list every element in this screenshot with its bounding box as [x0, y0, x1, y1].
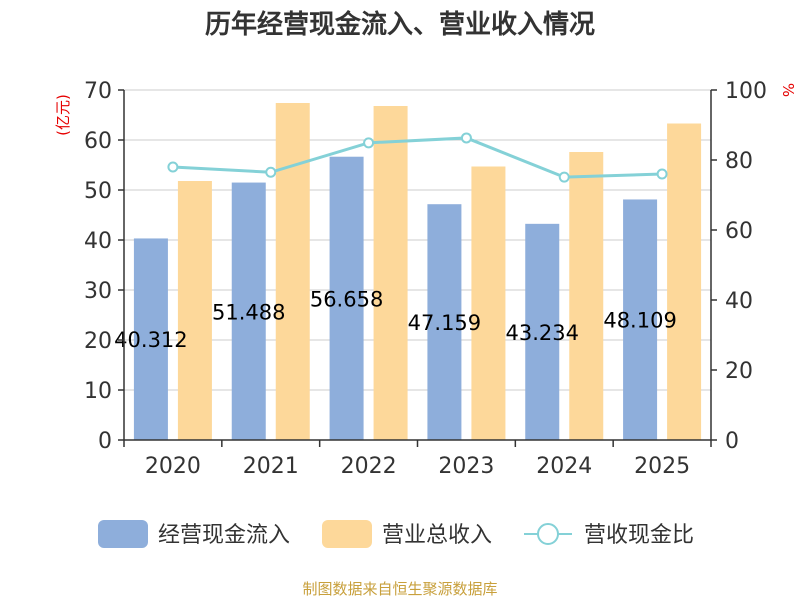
legend-marker — [537, 523, 559, 545]
left-tick-label: 60 — [84, 129, 112, 154]
legend-label: 经营现金流入 — [158, 523, 290, 548]
bars — [133, 103, 702, 440]
ratio-point — [265, 166, 277, 178]
bar — [667, 123, 702, 440]
data-labels: 40.312 51.488 56.658 47.159 43.234 48.109 — [114, 287, 677, 352]
left-tick-label: 20 — [84, 329, 112, 354]
legend-label: 营业总收入 — [382, 523, 492, 548]
left-tick-label: 0 — [98, 429, 112, 454]
ratio-point — [558, 171, 570, 183]
left-tick-label: 10 — [84, 379, 112, 404]
bar — [569, 152, 604, 440]
bar-value-label: 48.109 — [603, 309, 676, 333]
right-tick-label: 60 — [725, 219, 753, 244]
x-tick-label: 2021 — [243, 454, 299, 479]
bar-value-label: 40.312 — [114, 328, 187, 352]
right-tick-label: 40 — [725, 289, 753, 314]
left-tick-label: 70 — [84, 79, 112, 104]
right-tick-label: 100 — [725, 79, 767, 104]
bar — [275, 103, 310, 440]
bar-value-label: 47.159 — [408, 311, 481, 335]
bar — [623, 199, 658, 440]
right-axis-unit: % — [779, 83, 797, 97]
x-tick-label: 2020 — [145, 454, 201, 479]
bar — [373, 106, 408, 440]
left-axis-unit: (亿元) — [54, 94, 72, 136]
ratio-point — [460, 132, 472, 144]
ratio-point — [167, 161, 179, 173]
x-tick-label: 2022 — [341, 454, 397, 479]
ratio-line-path — [172, 136, 663, 179]
chart-title: 历年经营现金流入、营业收入情况 — [205, 9, 595, 40]
left-tick-label: 40 — [84, 229, 112, 254]
legend-swatch — [98, 520, 148, 548]
bar — [427, 204, 462, 440]
bar — [471, 166, 506, 440]
x-tick-label: 2025 — [634, 454, 690, 479]
right-tick-label: 20 — [725, 359, 753, 384]
x-tick-label: 2023 — [438, 454, 494, 479]
bar-value-label: 43.234 — [506, 321, 579, 345]
bar-value-label: 51.488 — [212, 300, 285, 324]
legend-swatch — [322, 520, 372, 548]
ratio-line — [167, 132, 668, 183]
left-tick-label: 50 — [84, 179, 112, 204]
legend-label: 营收现金比 — [584, 523, 694, 548]
right-tick-label: 0 — [725, 429, 739, 454]
gridlines — [124, 89, 711, 391]
ratio-point — [656, 168, 668, 180]
right-tick-label: 80 — [725, 149, 753, 174]
axes: 0 10 20 30 40 50 60 70 0 20 40 60 80 100 2020 2021 2022 2… — [84, 79, 767, 479]
bar — [177, 181, 212, 440]
bar — [525, 223, 560, 440]
bar — [231, 182, 266, 440]
ratio-point — [363, 137, 375, 149]
x-tick-label: 2024 — [536, 454, 592, 479]
source-note: 制图数据来自恒生聚源数据库 — [302, 580, 497, 598]
bar-value-label: 56.658 — [310, 287, 383, 311]
left-tick-label: 30 — [84, 279, 112, 304]
bar — [329, 156, 364, 440]
legend: 经营现金流入 营业总收入 营收现金比 — [98, 520, 694, 548]
bar — [133, 238, 168, 440]
